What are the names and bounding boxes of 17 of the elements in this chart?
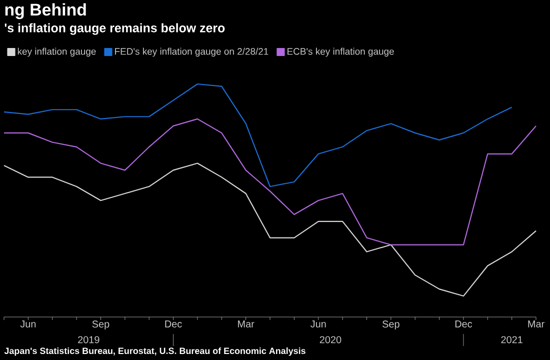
- chart-subtitle: 's inflation gauge remains below zero: [4, 23, 225, 35]
- legend-label: FED's key inflation gauge on 2/28/21: [115, 48, 268, 57]
- x-tick-label: Dec: [455, 320, 472, 328]
- text: 2021: [501, 336, 522, 344]
- text: 2020: [320, 336, 342, 344]
- x-tick-label: Dec: [165, 320, 182, 328]
- x-tick-label: Mar: [238, 320, 254, 328]
- x-tick-label: Jun: [310, 320, 326, 328]
- x-tick-label: Mar: [528, 320, 544, 328]
- text: Japan's Statistics Bureau, Eurostat, U.S. Bureau of Economic Analysis: [4, 347, 306, 356]
- text: 2019: [78, 336, 100, 344]
- x-tick-label: Sep: [92, 320, 110, 330]
- x-tick-label: Sep: [382, 320, 400, 330]
- chart-title: ng Behind: [5, 3, 86, 20]
- x-tick-label: Jun: [20, 320, 36, 328]
- legend-label: key inflation gauge: [18, 48, 96, 57]
- legend-label: ECB's key inflation gauge: [288, 48, 394, 57]
